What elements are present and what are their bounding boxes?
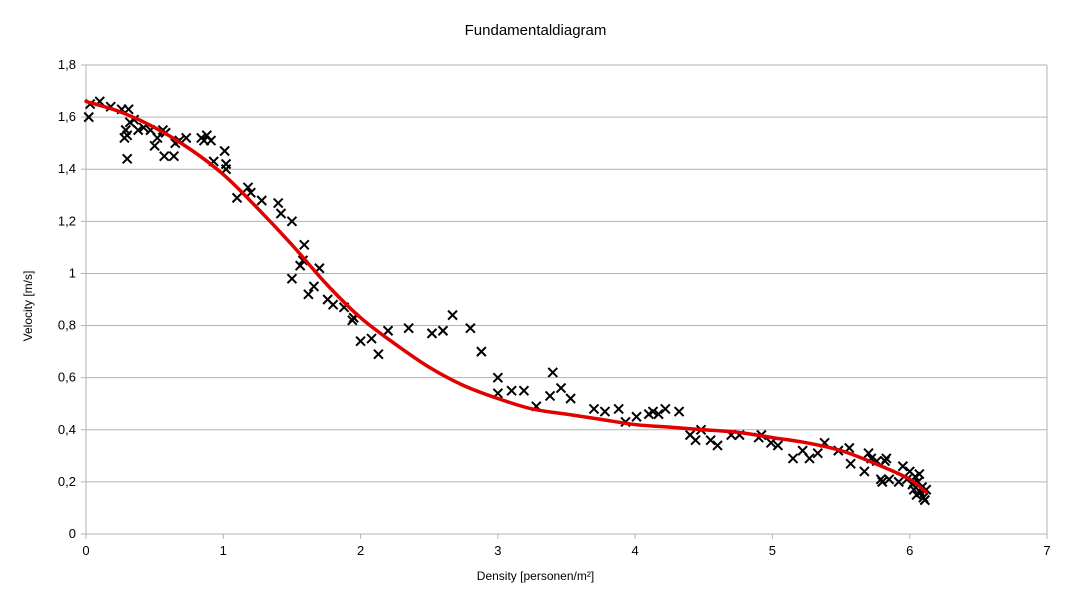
- x-tick-label: 4: [632, 543, 639, 558]
- data-point: [476, 346, 487, 357]
- y-tick-labels: 0 0,2 0,4 0,6 0,8 1 1,2 1,4 1,6 1,8: [58, 57, 76, 541]
- x-tick-label: 3: [494, 543, 501, 558]
- data-point: [863, 448, 874, 459]
- data-point: [403, 322, 414, 334]
- data-point: [712, 440, 723, 451]
- data-point: [631, 411, 642, 422]
- data-point: [812, 448, 823, 459]
- data-point: [804, 453, 815, 464]
- data-point: [465, 322, 476, 334]
- data-point: [765, 437, 777, 449]
- data-point: [373, 349, 384, 360]
- data-point: [647, 406, 659, 417]
- data-point: [547, 367, 558, 378]
- data-point: [168, 150, 180, 162]
- y-tick-label: 0,6: [58, 370, 76, 385]
- gridlines: [86, 64, 1047, 535]
- data-point: [845, 458, 856, 469]
- x-tick-label: 6: [906, 543, 913, 558]
- data-point: [613, 403, 624, 415]
- data-point: [919, 494, 931, 506]
- x-tick-label: 5: [769, 543, 776, 558]
- data-point: [121, 153, 133, 165]
- data-point: [897, 461, 909, 472]
- y-tick-label: 0,2: [58, 474, 76, 489]
- data-point: [149, 140, 160, 151]
- trend-line: [84, 99, 928, 495]
- data-point: [294, 260, 306, 271]
- data-point: [83, 111, 94, 123]
- y-tick-label: 1: [69, 265, 76, 280]
- x-tick-label: 7: [1043, 543, 1050, 558]
- data-point: [914, 468, 925, 480]
- data-point: [205, 135, 217, 146]
- data-point: [272, 197, 284, 209]
- data-point: [275, 208, 287, 219]
- data-point: [256, 195, 267, 206]
- scatter-points: [83, 96, 932, 506]
- data-point: [673, 406, 685, 417]
- chart-title: Fundamentaldiagram: [464, 22, 607, 39]
- data-point: [555, 382, 567, 394]
- data-point: [437, 325, 449, 336]
- data-point: [859, 466, 870, 477]
- data-point: [355, 335, 366, 347]
- x-tick-labels: 0 1 2 3 4 5 6 7: [82, 543, 1050, 558]
- data-point: [883, 474, 895, 485]
- x-tick-label: 2: [357, 543, 364, 558]
- data-point: [518, 385, 530, 396]
- data-point: [893, 476, 904, 488]
- x-axis-label: Density [personen/m²]: [476, 569, 595, 583]
- data-point: [299, 239, 310, 250]
- x-tick-label: 0: [82, 543, 89, 558]
- data-point: [544, 390, 556, 402]
- data-point: [920, 484, 932, 495]
- data-point: [366, 333, 377, 344]
- data-point: [121, 130, 133, 141]
- data-point: [787, 453, 799, 464]
- data-point: [506, 385, 517, 396]
- y-tick-label: 0: [69, 526, 76, 541]
- data-point: [599, 406, 611, 417]
- data-point: [286, 273, 298, 284]
- x-tick-label: 1: [220, 543, 227, 558]
- data-point: [426, 328, 438, 339]
- data-point: [492, 372, 504, 383]
- axes: [81, 64, 1048, 539]
- data-point: [286, 216, 298, 227]
- data-point: [447, 309, 458, 321]
- data-point: [565, 393, 576, 404]
- data-point: [308, 281, 320, 292]
- y-tick-label: 1,2: [58, 213, 76, 228]
- data-point: [181, 132, 192, 144]
- y-tick-label: 0,4: [58, 422, 76, 437]
- data-point: [877, 476, 888, 488]
- data-point: [152, 132, 163, 144]
- y-tick-label: 1,8: [58, 57, 76, 72]
- data-point: [690, 434, 701, 446]
- data-point: [132, 124, 144, 136]
- data-point: [382, 325, 394, 336]
- data-point: [705, 434, 716, 446]
- y-tick-label: 0,8: [58, 318, 76, 333]
- data-point: [588, 403, 600, 415]
- data-point: [327, 299, 339, 310]
- trend-line-path: [84, 99, 928, 495]
- data-point: [220, 158, 232, 170]
- data-point: [242, 182, 254, 193]
- y-tick-label: 1,6: [58, 109, 76, 124]
- data-point: [881, 453, 892, 464]
- data-point: [219, 145, 230, 157]
- data-point: [159, 150, 170, 162]
- data-point: [908, 484, 920, 495]
- y-tick-label: 1,4: [58, 161, 76, 176]
- data-point: [653, 408, 664, 420]
- data-point: [303, 289, 314, 300]
- data-point: [660, 403, 671, 415]
- data-point: [772, 440, 784, 451]
- data-point: [231, 192, 243, 204]
